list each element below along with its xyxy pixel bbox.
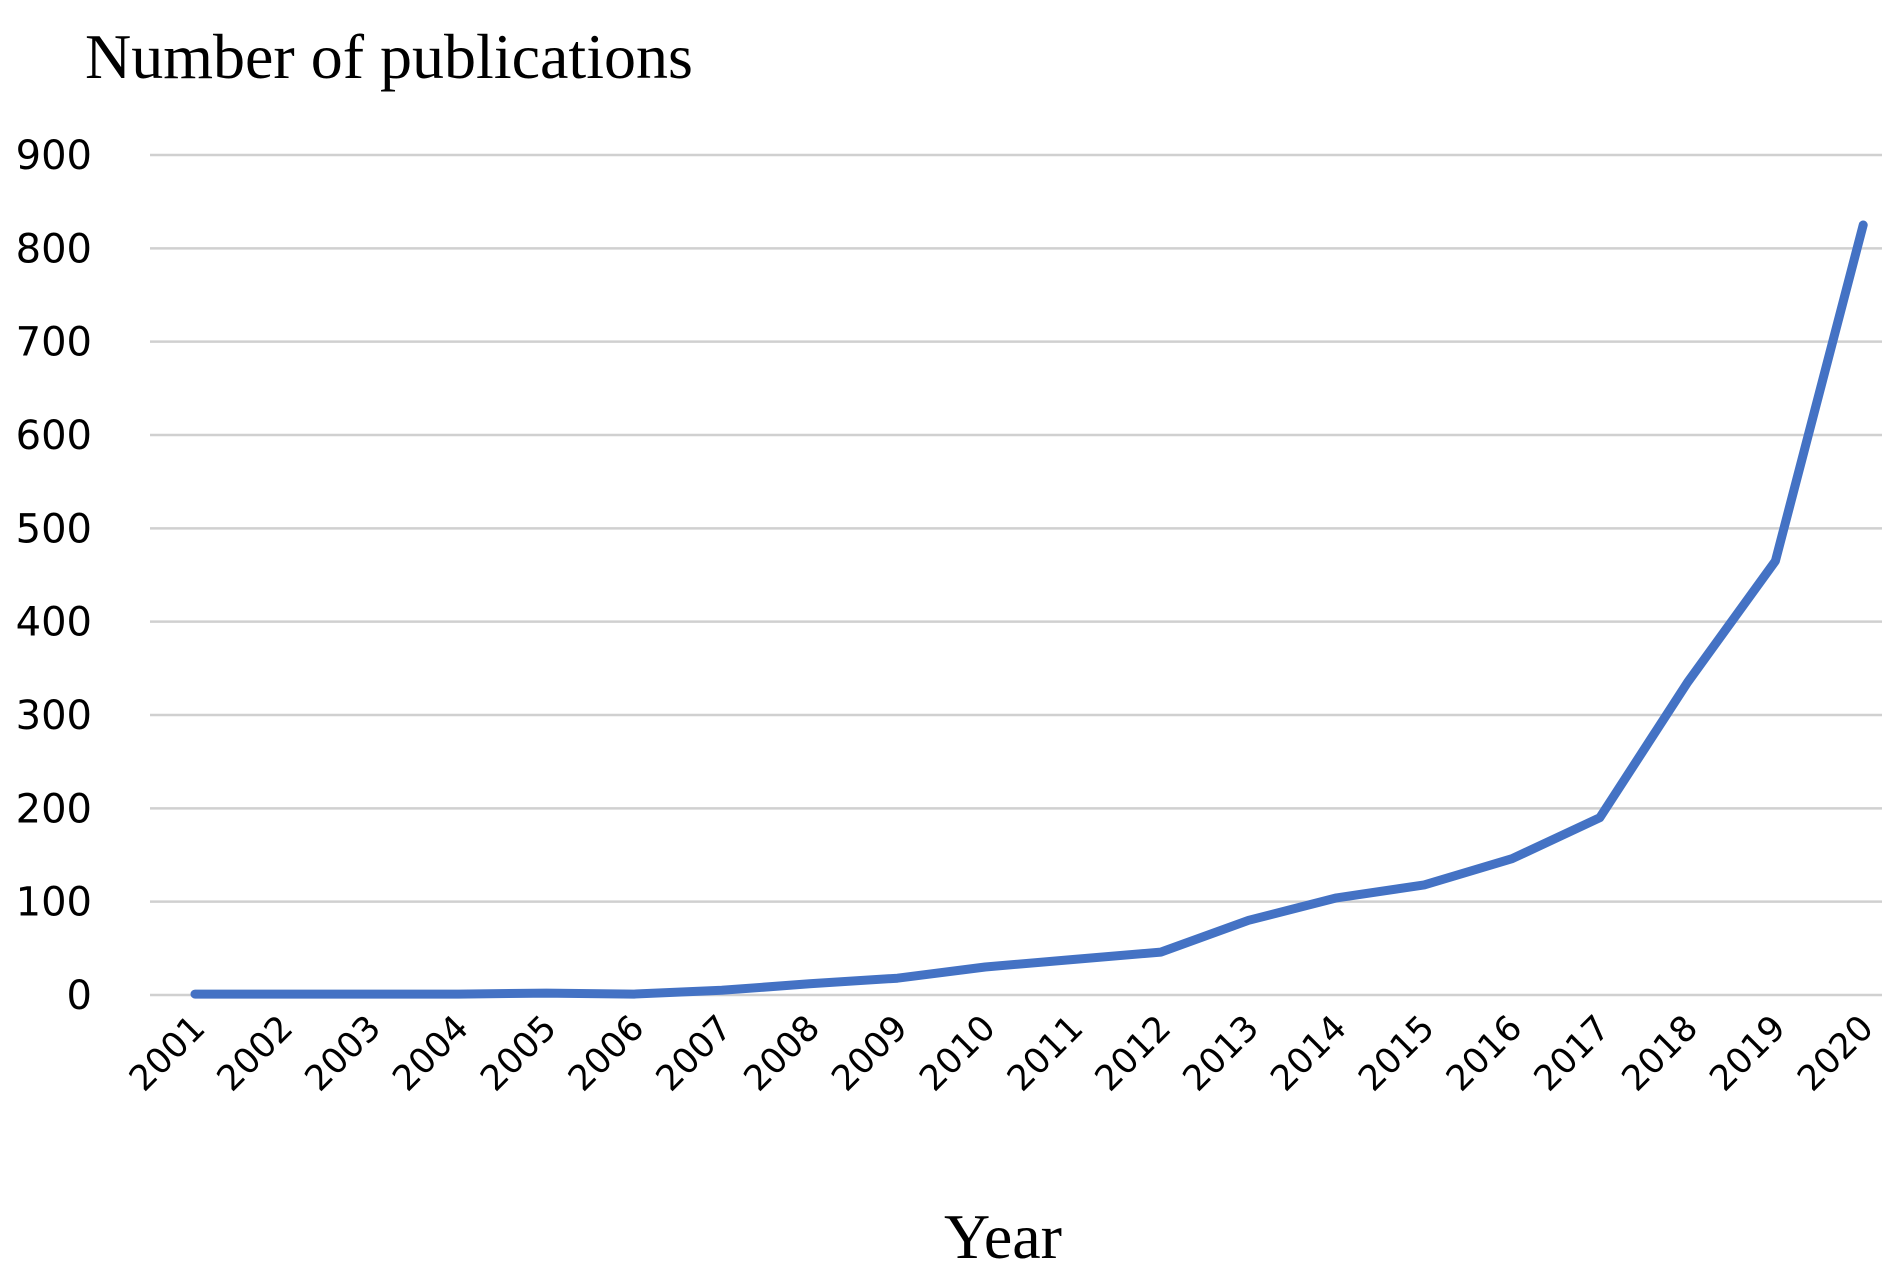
y-tick-label: 800 — [16, 226, 92, 272]
x-tick-label: 2001 — [122, 1008, 213, 1099]
x-tick-label: 2002 — [210, 1008, 301, 1099]
x-tick-label: 2019 — [1702, 1008, 1793, 1099]
y-tick-label: 0 — [67, 973, 92, 1019]
x-tick-label: 2008 — [737, 1008, 828, 1099]
y-tick-label: 700 — [16, 320, 92, 366]
x-tick-label: 2017 — [1527, 1008, 1618, 1099]
gridlines — [150, 153, 1882, 997]
y-tick-label: 200 — [16, 786, 92, 832]
y-tick-label: 300 — [16, 693, 92, 739]
x-tick-label: 2013 — [1176, 1008, 1267, 1099]
x-tick-label: 2007 — [649, 1008, 740, 1099]
x-tick-label: 2016 — [1439, 1008, 1530, 1099]
x-tick-label: 2006 — [561, 1008, 652, 1099]
x-tick-label: 2015 — [1351, 1008, 1442, 1099]
x-tick-label: 2004 — [385, 1008, 476, 1099]
y-tick-label: 100 — [16, 880, 92, 926]
y-tick-label: 400 — [16, 600, 92, 646]
y-axis-title: Number of publications — [85, 21, 693, 92]
x-tick-label: 2014 — [1263, 1008, 1354, 1099]
x-tick-label: 2020 — [1790, 1008, 1881, 1099]
x-tick-label: 2003 — [298, 1008, 389, 1099]
series-line — [190, 220, 1868, 999]
x-tick-label: 2018 — [1615, 1008, 1706, 1099]
y-tick-label: 500 — [16, 506, 92, 552]
x-tick-label: 2005 — [473, 1008, 564, 1099]
x-axis-ticks: 2001200220032004200520062007200820092010… — [122, 1008, 1881, 1099]
x-tick-label: 2009 — [824, 1008, 915, 1099]
y-tick-label: 900 — [16, 133, 92, 179]
x-axis-title: Year — [944, 1201, 1062, 1264]
x-tick-label: 2010 — [912, 1008, 1003, 1099]
x-tick-label: 2011 — [1000, 1008, 1091, 1099]
y-tick-label: 600 — [16, 413, 92, 459]
y-axis-ticks: 0 100 200 300 400 500 600 700 800 900 — [16, 133, 92, 1019]
x-tick-label: 2012 — [1088, 1008, 1179, 1099]
